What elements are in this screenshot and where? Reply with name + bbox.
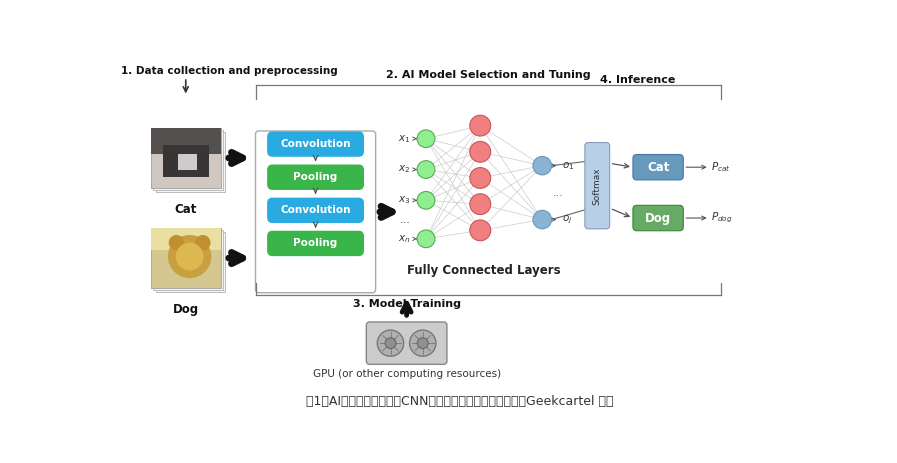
Text: Pooling: Pooling [293, 238, 337, 249]
FancyBboxPatch shape [267, 198, 364, 223]
Circle shape [168, 235, 212, 278]
Circle shape [470, 194, 491, 214]
Bar [178, 154, 197, 169]
Circle shape [385, 338, 396, 349]
Bar [151, 228, 221, 288]
Bar [151, 228, 221, 250]
Text: ...: ... [553, 188, 564, 198]
FancyBboxPatch shape [366, 322, 447, 364]
Text: Cat: Cat [647, 161, 669, 174]
Bar [151, 128, 221, 188]
Circle shape [470, 141, 491, 162]
Bar [151, 228, 221, 288]
Bar [155, 232, 225, 292]
Circle shape [470, 115, 491, 136]
FancyBboxPatch shape [267, 231, 364, 256]
Circle shape [417, 338, 428, 349]
Circle shape [470, 168, 491, 188]
FancyBboxPatch shape [633, 155, 684, 180]
FancyBboxPatch shape [256, 131, 376, 293]
Text: $x_n$: $x_n$ [398, 233, 411, 245]
Text: 3. Model Training: 3. Model Training [353, 299, 461, 309]
Bar [155, 132, 225, 192]
Text: Fully Connected Layers: Fully Connected Layers [407, 264, 561, 277]
FancyBboxPatch shape [267, 164, 364, 190]
FancyBboxPatch shape [633, 205, 684, 231]
Text: 2. AI Model Selection and Tuning: 2. AI Model Selection and Tuning [386, 70, 590, 80]
Circle shape [533, 210, 552, 229]
Text: $P_{cat}$: $P_{cat}$ [711, 160, 731, 174]
Text: 4. Inference: 4. Inference [600, 75, 675, 85]
Bar [153, 130, 223, 190]
Text: ...: ... [400, 214, 411, 225]
Circle shape [169, 235, 184, 250]
Circle shape [417, 161, 435, 178]
Text: $x_2$: $x_2$ [398, 163, 411, 175]
Text: Cat: Cat [175, 203, 197, 216]
Bar [151, 128, 221, 188]
Circle shape [378, 330, 404, 356]
Circle shape [417, 192, 435, 209]
Text: $P_{dog}$: $P_{dog}$ [711, 211, 733, 225]
Text: Softmax: Softmax [593, 167, 602, 205]
Bar [162, 145, 209, 177]
Text: Pooling: Pooling [293, 172, 337, 182]
FancyBboxPatch shape [267, 131, 364, 157]
Bar [153, 230, 223, 290]
Text: Convolution: Convolution [280, 205, 351, 215]
Text: Dog: Dog [645, 212, 671, 225]
Text: 图1：AI开发过程（以使用CNN进行猫狗分类为例）来源：由Geekcartel 制作: 图1：AI开发过程（以使用CNN进行猫狗分类为例）来源：由Geekcartel … [306, 395, 614, 408]
Circle shape [195, 235, 211, 250]
Text: Convolution: Convolution [280, 139, 351, 149]
Circle shape [533, 156, 552, 175]
Text: $o_j$: $o_j$ [562, 213, 572, 226]
Text: GPU (or other computing resources): GPU (or other computing resources) [312, 369, 501, 379]
Bar [151, 128, 221, 154]
Text: Dog: Dog [173, 303, 199, 316]
Circle shape [417, 130, 435, 148]
Text: $x_3$: $x_3$ [398, 194, 411, 206]
Circle shape [470, 220, 491, 241]
Circle shape [417, 230, 435, 248]
Text: 1. Data collection and preprocessing: 1. Data collection and preprocessing [121, 66, 338, 75]
FancyBboxPatch shape [585, 143, 610, 229]
Text: $x_1$: $x_1$ [398, 133, 411, 144]
Text: $o_1$: $o_1$ [562, 160, 574, 172]
Circle shape [410, 330, 436, 356]
Circle shape [176, 243, 204, 270]
